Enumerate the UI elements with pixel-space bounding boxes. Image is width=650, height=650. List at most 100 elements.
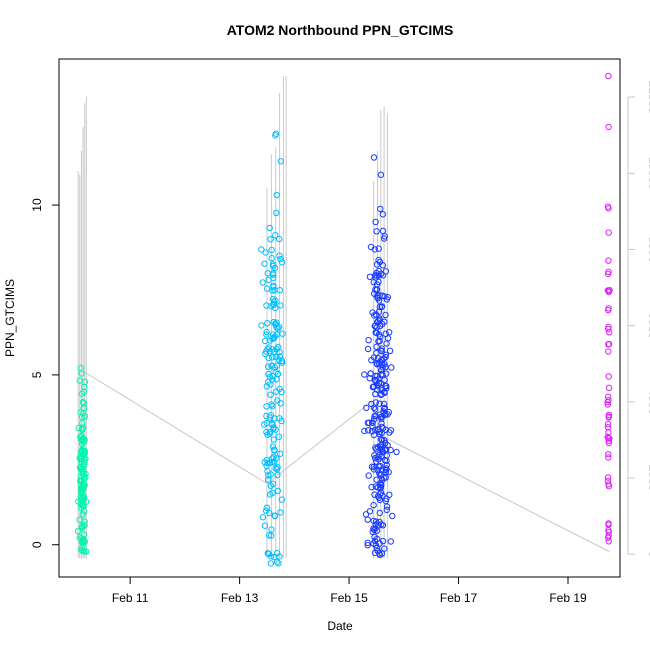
data-point bbox=[384, 411, 391, 418]
data-point bbox=[276, 287, 283, 294]
data-point bbox=[272, 388, 280, 395]
data-point bbox=[263, 403, 270, 410]
data-point bbox=[375, 426, 382, 433]
data-point bbox=[275, 323, 283, 331]
data-point bbox=[272, 232, 279, 239]
data-point bbox=[605, 384, 613, 391]
data-point bbox=[375, 278, 382, 286]
data-point bbox=[274, 397, 281, 404]
data-point bbox=[79, 486, 87, 493]
data-point bbox=[604, 420, 612, 428]
data-point bbox=[373, 377, 380, 385]
data-point bbox=[605, 526, 612, 534]
data-point bbox=[78, 544, 86, 551]
data-point bbox=[269, 354, 276, 361]
data-point bbox=[264, 320, 271, 327]
data-point bbox=[267, 560, 274, 567]
data-point bbox=[261, 522, 269, 529]
data-point bbox=[376, 411, 383, 418]
data-point bbox=[606, 329, 613, 336]
data-point bbox=[363, 404, 370, 411]
data-point bbox=[378, 550, 386, 557]
data-point bbox=[74, 528, 82, 535]
data-point bbox=[265, 532, 273, 539]
data-point bbox=[270, 284, 277, 291]
data-point bbox=[605, 534, 612, 541]
data-point bbox=[258, 246, 265, 253]
data-point bbox=[77, 433, 84, 441]
x-axis-label: Date bbox=[327, 619, 353, 633]
data-point bbox=[383, 457, 390, 465]
data-point bbox=[78, 425, 86, 432]
data-point bbox=[605, 229, 612, 236]
data-point bbox=[373, 228, 380, 235]
data-point bbox=[378, 356, 386, 364]
data-point bbox=[269, 489, 276, 497]
data-point bbox=[264, 476, 272, 483]
data-point bbox=[272, 304, 279, 312]
data-point bbox=[382, 468, 390, 476]
data-point bbox=[376, 333, 384, 341]
data-point bbox=[366, 273, 374, 280]
y-tick-label: 10 bbox=[30, 198, 44, 212]
data-point bbox=[263, 412, 270, 420]
data-point bbox=[80, 438, 87, 446]
data-point bbox=[264, 270, 271, 277]
data-point bbox=[386, 329, 393, 336]
data-point bbox=[376, 491, 384, 498]
data-point bbox=[381, 235, 388, 242]
data-point bbox=[605, 72, 612, 80]
data-point bbox=[264, 467, 271, 475]
data-point bbox=[379, 227, 387, 235]
data-point bbox=[274, 471, 281, 479]
data-point bbox=[370, 154, 378, 161]
data-point bbox=[261, 260, 268, 267]
data-point bbox=[375, 256, 382, 264]
data-point bbox=[273, 362, 281, 369]
data-point bbox=[273, 345, 280, 353]
data-point bbox=[263, 285, 271, 292]
data-point bbox=[387, 538, 394, 545]
data-point bbox=[365, 427, 372, 434]
data-point bbox=[277, 509, 284, 516]
data-point bbox=[378, 413, 385, 420]
data-point bbox=[372, 218, 379, 226]
data-point bbox=[377, 443, 384, 450]
data-point bbox=[78, 446, 86, 454]
y2-tick-label: 8000 bbox=[646, 236, 650, 263]
data-point bbox=[368, 463, 376, 470]
data-point bbox=[272, 132, 279, 139]
data-point bbox=[265, 550, 272, 557]
data-point bbox=[275, 433, 283, 440]
data-point bbox=[364, 345, 372, 353]
data-point bbox=[381, 404, 388, 412]
data-point bbox=[267, 482, 275, 489]
data-point bbox=[259, 279, 266, 286]
data-point bbox=[273, 191, 280, 199]
data-point bbox=[381, 545, 388, 552]
data-point bbox=[605, 123, 612, 131]
y2-tick-label: 12000 bbox=[646, 80, 650, 114]
data-point bbox=[370, 404, 378, 411]
data-point bbox=[277, 450, 284, 457]
data-point bbox=[368, 483, 375, 491]
data-point bbox=[262, 337, 269, 345]
data-point bbox=[370, 383, 378, 390]
data-point bbox=[376, 258, 384, 266]
data-point bbox=[273, 376, 280, 383]
data-point bbox=[393, 448, 400, 456]
data-point bbox=[78, 370, 85, 377]
data-point bbox=[270, 318, 277, 326]
data-point bbox=[80, 404, 87, 412]
data-point bbox=[386, 347, 394, 354]
data-point bbox=[378, 390, 385, 398]
data-point bbox=[263, 331, 270, 338]
data-point bbox=[259, 514, 267, 521]
data-point bbox=[277, 302, 284, 309]
data-point bbox=[604, 270, 612, 278]
data-point bbox=[370, 517, 377, 524]
y-axis-label: PPN_GTCIMS bbox=[3, 279, 17, 357]
data-point bbox=[372, 426, 379, 434]
data-point bbox=[370, 354, 378, 361]
